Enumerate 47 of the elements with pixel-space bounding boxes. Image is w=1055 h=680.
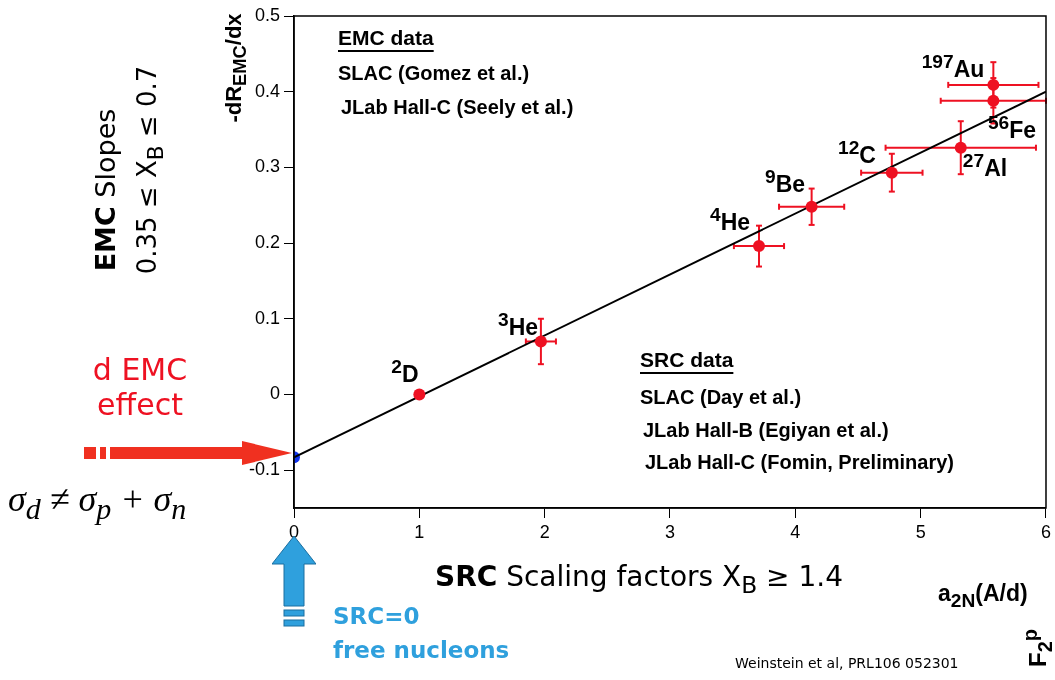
- annotation: $^{3}$He: [497, 309, 539, 341]
- point: [534, 335, 547, 348]
- text: Scaling factors X$_{B}$ ≥ 1.4: [505, 560, 843, 599]
- x-tick-label: 6: [1040, 521, 1051, 542]
- x-tick-label: 4: [790, 521, 801, 542]
- annotation: JLab Hall-B (Egiyan et al.): [643, 419, 889, 442]
- x-tick-label: 5: [915, 521, 926, 542]
- x-tick-label: 3: [664, 521, 676, 542]
- annotation: SRC data: [640, 348, 734, 372]
- annotation: $^{27}$Al: [962, 150, 1008, 182]
- y-tick-label: 0.3: [254, 156, 280, 177]
- y-tick-label: -0.1: [248, 459, 280, 480]
- x-tick-label: 0: [288, 521, 300, 542]
- x-axis-title: a$_{2N}$(A/d): [938, 580, 1028, 612]
- text: Weinstein et al, PRL106 052301: [735, 655, 959, 671]
- annotation: $^{197}$Au: [921, 51, 985, 83]
- annotation: SLAC (Day et al.): [640, 386, 802, 409]
- annotation: $^{4}$He: [709, 204, 751, 236]
- point: [413, 388, 426, 401]
- annotation: JLab Hall-C (Fomin, Preliminary): [645, 451, 954, 474]
- annotation: EMC data: [338, 26, 434, 50]
- y-tick-label: 0.5: [254, 4, 280, 25]
- point: [805, 200, 818, 213]
- point: [987, 78, 1000, 91]
- point: [987, 94, 1000, 107]
- text: d EMC effect: [91, 352, 189, 422]
- annotation: $^{56}$Fe: [987, 112, 1037, 144]
- annotation: $^{9}$Be: [764, 166, 806, 198]
- annotation: $^{12}$C: [838, 137, 876, 169]
- text: EMC: [89, 206, 121, 272]
- annotation: JLab Hall-C (Seely et al.): [341, 96, 574, 119]
- point: [954, 141, 967, 154]
- y-tick-label: 0.4: [254, 80, 280, 101]
- point: [885, 166, 898, 179]
- x-tick-label: 1: [414, 521, 425, 542]
- annotation: SLAC (Gomez et al.): [338, 62, 530, 85]
- text: SRC: [435, 560, 498, 593]
- point: [752, 240, 765, 253]
- x-tick-label: 2: [539, 521, 550, 542]
- text: free nucleons: [333, 637, 510, 663]
- text: SRC=0: [333, 603, 420, 629]
- text: σ$_{d}$ ≠ σ$_{p}$ + σ$_{n}$: [8, 478, 187, 527]
- annotation: $^{2}$D: [391, 356, 419, 388]
- y-tick-label: 0.1: [254, 307, 280, 328]
- text: Slopes: [89, 108, 121, 200]
- y-tick-label: 0.2: [254, 232, 280, 253]
- y-tick-label: 0: [269, 383, 280, 404]
